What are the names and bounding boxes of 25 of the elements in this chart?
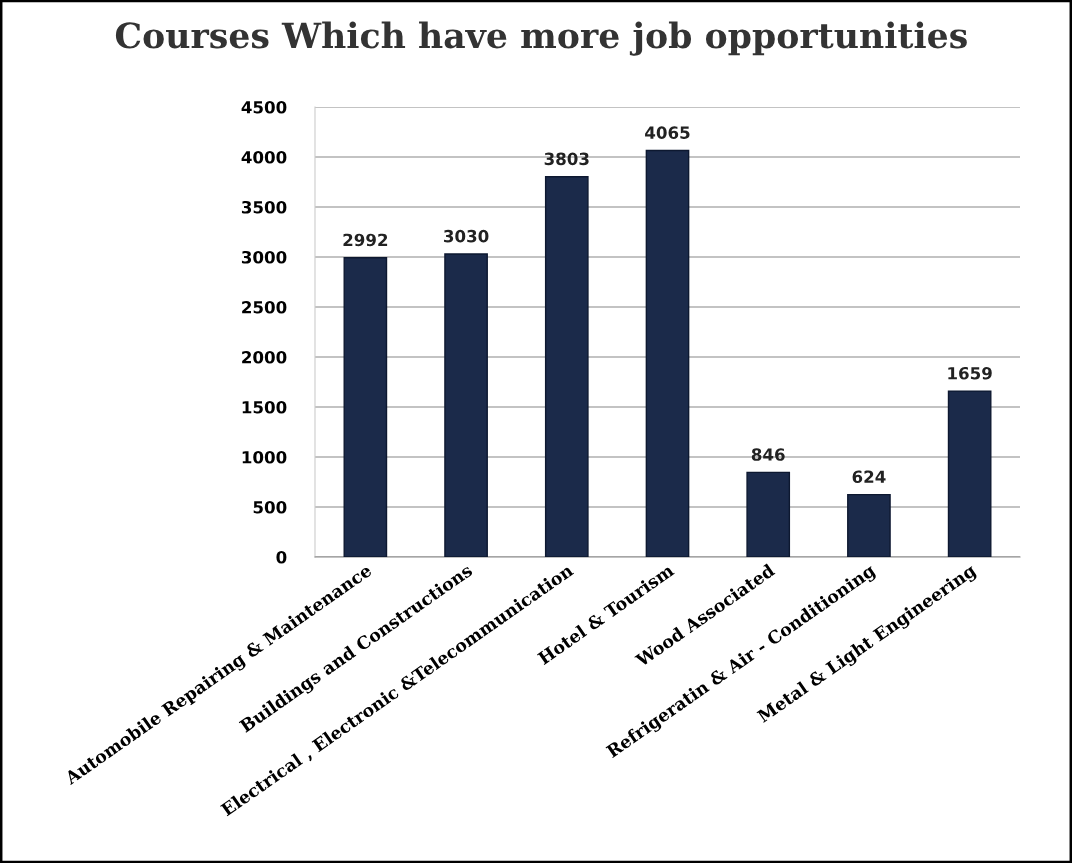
chart-title: Courses Which have more job opportunities xyxy=(115,21,967,56)
bar xyxy=(343,257,388,557)
data-label: 3030 xyxy=(443,229,489,243)
y-tick-label: 4500 xyxy=(241,100,287,114)
y-tick-label: 500 xyxy=(253,500,287,514)
data-label: 2992 xyxy=(343,233,388,247)
bar xyxy=(444,253,488,557)
data-label: 846 xyxy=(751,448,785,461)
y-tick-label: 3500 xyxy=(241,200,287,214)
bar xyxy=(847,493,891,557)
data-label: 624 xyxy=(852,470,886,484)
bar xyxy=(544,176,589,557)
y-tick-label: 1500 xyxy=(242,400,287,414)
y-tick-label: 3000 xyxy=(241,250,287,264)
y-tick-label: 2000 xyxy=(242,350,287,364)
bar xyxy=(645,149,690,557)
data-label: 4065 xyxy=(645,126,690,139)
bar xyxy=(947,390,992,557)
y-tick-label: 0 xyxy=(276,550,287,564)
y-tick-label: 4000 xyxy=(241,150,287,164)
data-label: 1659 xyxy=(948,366,992,380)
data-label: 3803 xyxy=(544,152,589,166)
y-tick-label: 1000 xyxy=(242,450,287,464)
bar xyxy=(746,471,791,557)
y-tick-label: 2500 xyxy=(242,300,287,314)
